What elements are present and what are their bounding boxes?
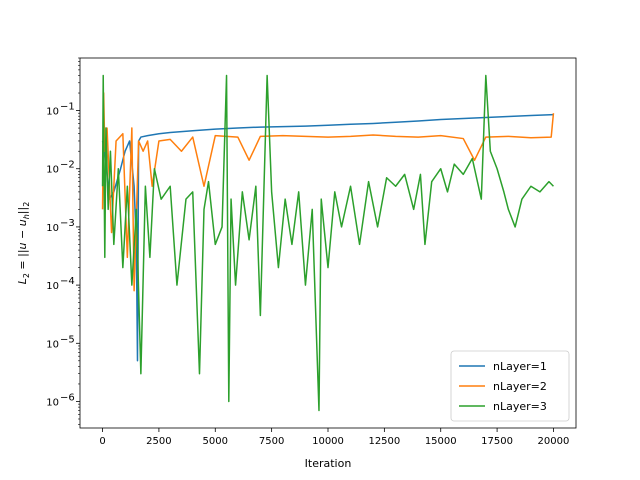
- legend-label: nLayer=2: [493, 380, 547, 393]
- x-axis-ticks: 0 2500 5000 7500 10000 12500 15000 17500 20000: [99, 428, 569, 447]
- x-tick-label: 2500: [146, 436, 171, 447]
- y-tick-label: 10: [46, 165, 59, 176]
- y-tick-label: 10: [46, 339, 59, 350]
- legend-label: nLayer=1: [493, 360, 547, 373]
- y-tick-exponent: −2: [60, 160, 75, 171]
- y-tick-label: 10: [46, 397, 59, 408]
- y-tick-label: 10: [46, 281, 59, 292]
- x-tick-label: 15000: [425, 436, 457, 447]
- x-tick-label: 17500: [481, 436, 513, 447]
- x-tick-label: 0: [99, 436, 105, 447]
- x-tick-label: 7500: [259, 436, 284, 447]
- y-tick-exponent: −6: [60, 392, 75, 403]
- x-tick-label: 12500: [368, 436, 400, 447]
- y-axis-ticks: 10−610−510−410−310−210−1: [46, 57, 80, 425]
- legend-box: [450, 350, 570, 422]
- y-tick-label: 10: [46, 107, 59, 118]
- x-tick-label: 5000: [203, 436, 228, 447]
- y-tick-exponent: −1: [60, 102, 75, 113]
- x-axis-label: Iteration: [305, 457, 352, 470]
- x-tick-label: 20000: [538, 436, 570, 447]
- series-line-2: [101, 92, 555, 292]
- series-layer: [101, 74, 555, 412]
- series-line-1: [101, 113, 554, 362]
- x-tick-label: 10000: [312, 436, 344, 447]
- legend-label: nLayer=3: [493, 400, 547, 413]
- y-axis-label: L2 = ||u − uh||2: [16, 202, 31, 285]
- y-tick-exponent: −5: [60, 334, 75, 345]
- y-tick-exponent: −3: [60, 218, 75, 229]
- y-tick-exponent: −4: [60, 276, 75, 287]
- legend: nLayer=1 nLayer=2 nLayer=3: [450, 350, 570, 422]
- series-line-3: [101, 74, 554, 412]
- y-tick-label: 10: [46, 223, 59, 234]
